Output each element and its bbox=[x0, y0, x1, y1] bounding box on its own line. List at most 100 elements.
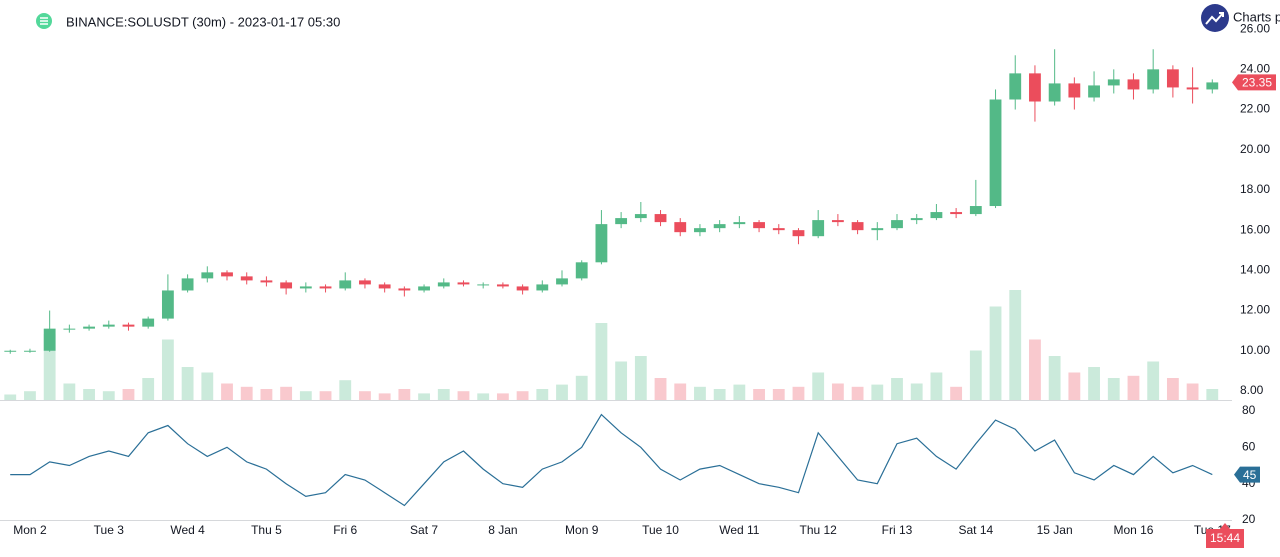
volume-bar bbox=[1068, 372, 1081, 400]
candle-body bbox=[339, 280, 352, 289]
y-tick-label: 80 bbox=[1242, 403, 1256, 417]
y-tick-label: 22.00 bbox=[1240, 102, 1270, 116]
candle-body bbox=[319, 286, 332, 289]
candle-body bbox=[359, 280, 371, 285]
candle-body bbox=[4, 350, 17, 352]
logo-arrow bbox=[1205, 12, 1224, 25]
y-tick-label: 16.00 bbox=[1240, 222, 1270, 236]
candle-body bbox=[969, 206, 982, 215]
y-tick-label: 10.00 bbox=[1240, 343, 1270, 357]
volume-bar bbox=[851, 386, 864, 400]
candle-body bbox=[674, 222, 687, 233]
candle-body bbox=[1206, 82, 1219, 90]
volume-bar bbox=[1107, 378, 1120, 400]
volume-bar bbox=[891, 378, 903, 400]
candle-body bbox=[457, 282, 470, 285]
candle-body bbox=[1009, 73, 1022, 100]
x-tick-label: Fri 13 bbox=[882, 523, 913, 537]
candle-body bbox=[63, 328, 76, 330]
candle-body bbox=[1166, 69, 1179, 88]
volume-bar bbox=[615, 361, 628, 400]
volume-bar bbox=[122, 389, 135, 400]
volume-bar bbox=[694, 386, 706, 400]
x-tick-label: Mon 9 bbox=[565, 523, 599, 537]
candle-body bbox=[595, 224, 608, 263]
volume-bar bbox=[260, 389, 273, 400]
volume-bar bbox=[24, 391, 36, 400]
volume-bar bbox=[575, 375, 588, 400]
candle-body bbox=[556, 278, 568, 285]
candle-body bbox=[1107, 79, 1120, 86]
volume-bar bbox=[969, 350, 982, 400]
y-tick-label: 60 bbox=[1242, 440, 1256, 454]
x-tick-label: Mon 2 bbox=[13, 523, 47, 537]
candle-body bbox=[713, 224, 726, 229]
volume-bar bbox=[83, 389, 95, 400]
volume-bar bbox=[43, 334, 56, 400]
x-tick-label: Sat 14 bbox=[958, 523, 993, 537]
volume-bar bbox=[1009, 290, 1022, 400]
y-tick-label: 26.00 bbox=[1240, 21, 1270, 35]
volume-bar bbox=[161, 339, 174, 400]
chart-title: BINANCE:SOLUSDT (30m) - 2023-01-17 05:30 bbox=[66, 14, 340, 29]
volume-bar bbox=[930, 372, 943, 400]
candle-body bbox=[299, 286, 312, 289]
volume-bar bbox=[240, 386, 253, 400]
candle-body bbox=[910, 218, 923, 221]
y-tick-label: 24.00 bbox=[1240, 62, 1270, 76]
candle-body bbox=[122, 324, 135, 327]
volume-bar bbox=[634, 356, 647, 400]
candle-body bbox=[930, 212, 943, 219]
volume-bar bbox=[1088, 367, 1100, 400]
volume-bar bbox=[753, 389, 765, 400]
volume-bar bbox=[359, 391, 371, 400]
volume-bar bbox=[556, 384, 568, 400]
x-tick-label: Tue 10 bbox=[642, 523, 679, 537]
volume-bar bbox=[871, 384, 884, 400]
volume-bar bbox=[339, 380, 352, 400]
y-tick-label: 20 bbox=[1242, 512, 1256, 526]
candle-body bbox=[1186, 87, 1199, 90]
volume-bar bbox=[496, 393, 509, 400]
candle-body bbox=[142, 318, 155, 327]
candle-body bbox=[575, 262, 588, 279]
symbol-icon-lines bbox=[40, 17, 48, 25]
volume-bar bbox=[477, 393, 490, 400]
volume-bar bbox=[950, 386, 963, 400]
volume-bar bbox=[1048, 356, 1061, 400]
x-tick-label: Thu 12 bbox=[800, 523, 838, 537]
candle-body bbox=[161, 290, 174, 319]
candle-body bbox=[812, 220, 825, 237]
x-tick-label: Thu 5 bbox=[251, 523, 282, 537]
y-tick-label: 12.00 bbox=[1240, 303, 1270, 317]
volume-bar bbox=[457, 391, 470, 400]
volume-bar bbox=[1127, 375, 1140, 400]
candle-body bbox=[102, 324, 115, 327]
volume-bar bbox=[398, 389, 411, 400]
volume-bar bbox=[142, 378, 155, 400]
volume-bar bbox=[989, 306, 1002, 400]
volume-bar bbox=[831, 383, 844, 400]
y-tick-label: 8.00 bbox=[1240, 383, 1264, 397]
candle-body bbox=[516, 286, 529, 291]
volume-bar bbox=[4, 394, 17, 400]
volume-bar bbox=[1166, 378, 1179, 400]
countdown-box bbox=[1206, 529, 1244, 548]
volume-bar bbox=[792, 386, 805, 400]
candle-body bbox=[871, 228, 884, 231]
countdown-label: 15:44 bbox=[1210, 531, 1240, 545]
last-price-box bbox=[1232, 74, 1276, 91]
volume-bar bbox=[181, 367, 194, 400]
x-tick-label: Mon 16 bbox=[1113, 523, 1153, 537]
x-tick-label: Fri 6 bbox=[333, 523, 357, 537]
candle-body bbox=[181, 278, 194, 291]
candle-body bbox=[891, 220, 903, 229]
rsi-value-label: 45 bbox=[1243, 468, 1257, 482]
candle-body bbox=[260, 280, 273, 283]
candle-body bbox=[694, 228, 706, 233]
y-tick-label: 14.00 bbox=[1240, 263, 1270, 277]
volume-bar bbox=[1206, 389, 1219, 400]
candle-body bbox=[1029, 73, 1041, 102]
